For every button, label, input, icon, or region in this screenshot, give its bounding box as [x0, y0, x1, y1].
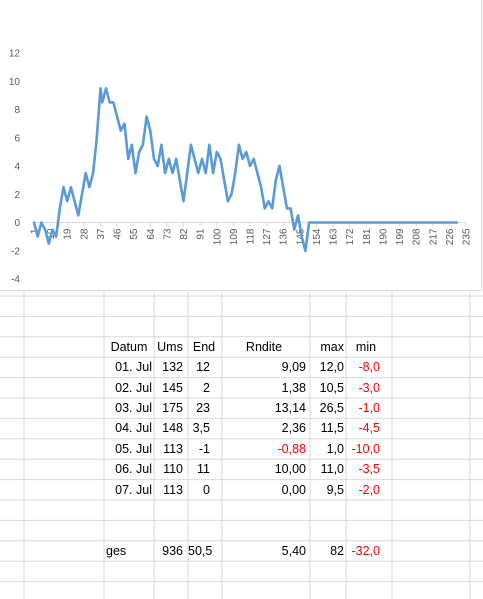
table-cell-rndite[interactable]: 10,00 — [274, 462, 306, 477]
table-cell-rndite[interactable]: 13,14 — [274, 401, 306, 415]
table-cell-max[interactable]: 10,5 — [319, 380, 344, 395]
table-cell-rndite[interactable]: 0,00 — [281, 482, 306, 497]
table-cell-datum[interactable]: 04. Jul — [115, 421, 152, 436]
x-tick-label: 73 — [162, 228, 173, 240]
table-cell-max[interactable]: 26,5 — [319, 401, 344, 415]
x-tick-label: 109 — [229, 228, 240, 245]
x-tick-label: 91 — [196, 228, 207, 240]
x-tick-label: 199 — [395, 228, 406, 245]
table-cell-min[interactable]: -2,0 — [358, 482, 380, 497]
y-tick-label: 0 — [14, 218, 20, 229]
x-tick-label: 64 — [146, 228, 157, 240]
x-tick-label: 19 — [63, 228, 74, 240]
table-cell-rndite[interactable]: 2,36 — [281, 421, 306, 436]
table-cell-min[interactable]: -4,5 — [358, 421, 380, 436]
table-cell-end[interactable]: 2 — [203, 380, 210, 395]
table-cell-end[interactable]: 11 — [197, 462, 210, 477]
table-cell-datum[interactable]: 05. Jul — [115, 441, 152, 456]
column-header[interactable]: max — [320, 339, 344, 354]
y-tick-label: -2 — [11, 246, 20, 257]
x-tick-label: 226 — [445, 228, 456, 245]
table-cell-min[interactable]: -3,0 — [358, 380, 380, 395]
x-tick-label: 82 — [179, 228, 190, 240]
column-header[interactable]: End — [192, 339, 216, 354]
x-tick-label: 55 — [129, 228, 140, 240]
x-tick-label: 208 — [412, 228, 423, 245]
table-cell-end[interactable]: 3,5 — [192, 421, 210, 436]
table-cell-datum[interactable]: 01. Jul — [115, 360, 152, 375]
total-cell-min[interactable]: -32,0 — [351, 543, 381, 558]
x-tick-label: 190 — [378, 228, 389, 245]
y-tick-label: 10 — [9, 77, 21, 88]
table-cell-ums[interactable]: 148 — [162, 421, 183, 436]
table-cell-rndite[interactable]: 9,09 — [281, 360, 306, 375]
table-cell-ums[interactable]: 145 — [162, 380, 183, 395]
y-tick-label: 12 — [9, 49, 21, 60]
table-cell-max[interactable]: 12,0 — [319, 360, 344, 375]
x-tick-label: 100 — [212, 228, 223, 245]
total-cell-end[interactable]: 50,5 — [188, 543, 213, 558]
total-cell-rndite[interactable]: 5,40 — [281, 543, 306, 558]
y-tick-label: -4 — [11, 275, 20, 286]
y-tick-label: 2 — [14, 190, 20, 201]
table-cell-ums[interactable]: 113 — [163, 441, 183, 456]
table-cell-ums[interactable]: 132 — [162, 360, 183, 375]
column-header[interactable]: Datum — [110, 339, 148, 354]
table-cell-max[interactable]: 11,0 — [320, 462, 344, 477]
table-cell-min[interactable]: -10,0 — [351, 441, 381, 456]
table-cell-end[interactable]: 23 — [196, 401, 210, 415]
line-chart[interactable]: 12 10 8 6 4 2 0 -2 -4 1 10 19 28 37 46 55 64 73 82 91 100 109… — [0, 0, 482, 291]
x-tick-label: 136 — [279, 228, 290, 245]
table-cell-ums[interactable]: 110 — [163, 462, 183, 477]
x-tick-label: 154 — [312, 228, 323, 245]
x-tick-label: 46 — [113, 228, 124, 240]
table-cell-end[interactable]: -1 — [198, 441, 210, 456]
column-header[interactable]: min — [355, 339, 377, 354]
table-cell-datum[interactable]: 02. Jul — [115, 380, 152, 395]
table-cell-max[interactable]: 11,5 — [320, 421, 344, 436]
table-cell-min[interactable]: -3,5 — [358, 462, 380, 477]
x-tick-label: 172 — [345, 228, 356, 245]
table-cell-min[interactable]: -8,0 — [358, 360, 380, 375]
table-cell-end[interactable]: 0 — [203, 482, 210, 497]
total-cell-datum[interactable]: ges — [106, 543, 127, 558]
x-tick-label: 118 — [246, 228, 257, 244]
x-tick-label: 37 — [96, 228, 107, 240]
table-cell-ums[interactable]: 175 — [162, 401, 183, 415]
x-tick-label: 28 — [79, 228, 90, 240]
x-tick-label: 127 — [262, 228, 273, 245]
column-header[interactable]: Rndite — [245, 339, 283, 354]
table-cell-ums[interactable]: 113 — [163, 482, 183, 497]
series-line — [32, 87, 459, 253]
table-cell-datum[interactable]: 06. Jul — [115, 462, 152, 477]
table-cell-rndite[interactable]: -0,88 — [277, 441, 307, 456]
y-tick-label: 6 — [14, 133, 20, 144]
x-tick-label: 217 — [428, 228, 439, 245]
total-cell-max[interactable]: 82 — [330, 543, 344, 558]
table-cell-max[interactable]: 1,0 — [326, 441, 344, 456]
table-cell-rndite[interactable]: 1,38 — [281, 380, 306, 395]
x-tick-label: 163 — [329, 228, 340, 245]
total-cell-ums[interactable]: 936 — [162, 543, 183, 558]
table-cell-datum[interactable]: 07. Jul — [115, 482, 152, 497]
y-tick-label: 8 — [14, 105, 20, 116]
table-cell-max[interactable]: 9,5 — [326, 482, 344, 497]
x-tick-label: 181 — [362, 228, 373, 245]
table-cell-datum[interactable]: 03. Jul — [115, 401, 152, 415]
x-tick-label: 235 — [462, 228, 473, 245]
table-cell-min[interactable]: -1,0 — [358, 401, 380, 415]
table-cell-end[interactable]: 12 — [196, 360, 210, 375]
column-header[interactable]: Ums — [157, 339, 183, 354]
y-tick-label: 4 — [14, 162, 20, 173]
